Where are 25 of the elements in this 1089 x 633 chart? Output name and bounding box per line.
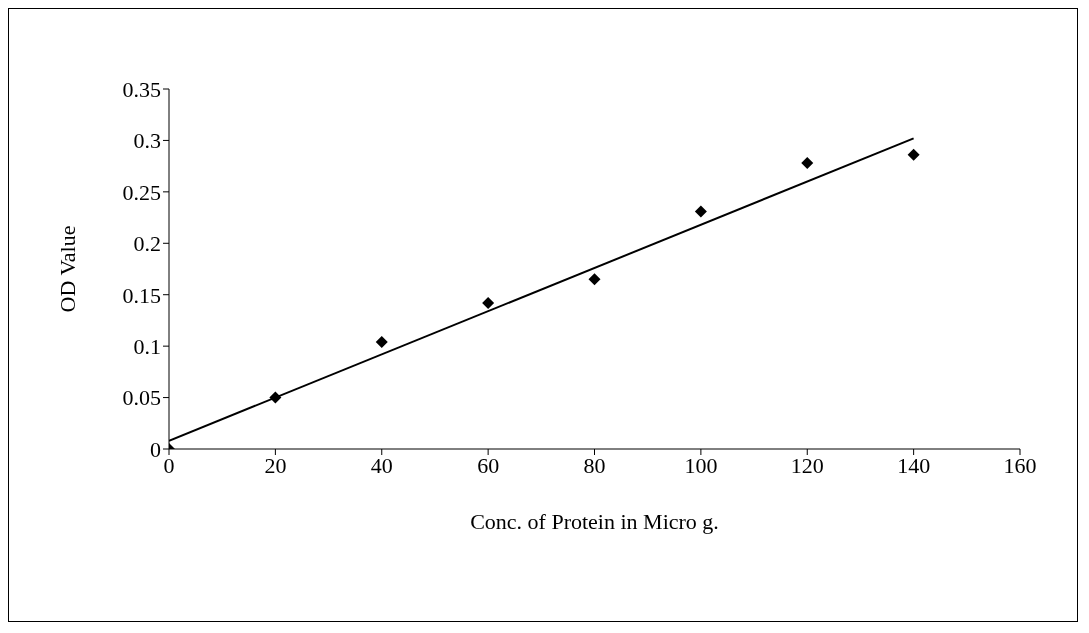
y-tick-label: 0.05: [122, 385, 161, 411]
x-tick-label: 20: [264, 452, 287, 478]
y-tick-label: 0: [150, 436, 161, 462]
point: [375, 336, 388, 349]
x-tick-label: 80: [583, 452, 606, 478]
x-tick-label: 100: [684, 452, 718, 478]
point: [801, 157, 814, 170]
x-tick-label: 40: [370, 452, 393, 478]
x-tick-label: 160: [1003, 452, 1037, 478]
y-axis-title: OD Value: [54, 225, 80, 313]
point: [269, 391, 282, 404]
y-tick-label: 0.2: [133, 231, 161, 257]
x-axis-title: Conc. of Protein in Micro g.: [470, 509, 719, 534]
y-tick-label: 0.1: [133, 333, 161, 359]
point: [482, 296, 495, 309]
x-tick-label: 60: [477, 452, 500, 478]
y-tick-label: 0.15: [122, 282, 161, 308]
y-tick-label: 0.25: [122, 179, 161, 205]
x-tick-label: 120: [790, 452, 824, 478]
y-tick-label: 0.35: [122, 76, 161, 102]
y-tick-label: 0.3: [133, 128, 161, 154]
point: [694, 205, 707, 218]
x-tick-label: 140: [897, 452, 931, 478]
point: [588, 273, 601, 286]
point: [907, 148, 920, 161]
